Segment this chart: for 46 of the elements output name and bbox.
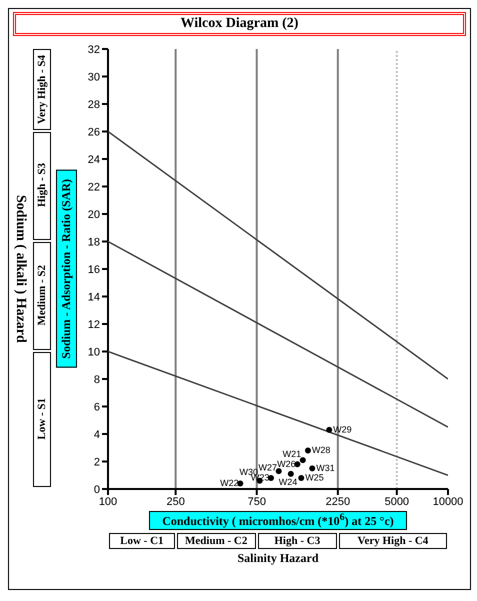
text: Sodium ( alkali ) Hazard	[12, 195, 28, 343]
chart-title: Wilcox Diagram (2)	[13, 12, 466, 36]
text: Very High - C4	[338, 533, 447, 549]
y-tick-label: 20	[88, 208, 100, 221]
y-tick-label: 0	[94, 484, 100, 496]
text: Very High - S4	[36, 54, 48, 124]
y-tick-label: 10	[88, 346, 100, 358]
series-label: W30	[239, 466, 258, 477]
x-axis-title: Conductivity ( micromhos/cm (*10$^{6}$) at 25 °c)	[149, 511, 407, 530]
y-axis-title: Sodium - Adsorption - Ratio (SAR)	[56, 170, 76, 368]
x-tick-label: 750	[248, 496, 266, 508]
series-label: W29	[333, 424, 352, 434]
text: High - S3	[36, 163, 48, 208]
y-tick-label: 28	[88, 98, 100, 111]
y-tick-label: 30	[88, 71, 100, 84]
series-label: W24	[278, 476, 298, 487]
text: Low - S1	[36, 398, 48, 440]
text: High - C3	[258, 533, 337, 549]
x-tick-label: 2250	[326, 496, 350, 508]
y-tick-label: 26	[88, 126, 100, 138]
series-label: W21	[282, 449, 302, 460]
y-tick-label: 12	[88, 318, 100, 331]
y-tick-label: 6	[94, 401, 100, 414]
y-tick-label: 18	[88, 236, 100, 248]
y-tick-label: 4	[94, 428, 100, 441]
series-label: W31	[316, 462, 335, 473]
x-tick-label: 10000	[432, 496, 464, 508]
y-tick-label: 16	[88, 264, 100, 276]
text: Low - C1	[109, 533, 175, 549]
text: Medium - S2	[36, 265, 48, 326]
y-tick-label: 22	[88, 181, 100, 194]
series-label: W28	[312, 445, 330, 455]
y-tick-label: 2	[94, 456, 100, 468]
y-tick-label: 14	[88, 291, 100, 304]
y-tick-label: 8	[94, 374, 100, 386]
text: Salinity Hazard	[236, 551, 320, 566]
series-label: W22	[220, 478, 239, 488]
series-label: W26	[277, 458, 296, 469]
x-tick-label: 250	[166, 496, 185, 508]
text: Medium - C2	[176, 533, 256, 549]
y-tick-label: 24	[88, 154, 100, 166]
x-tick-label: 100	[98, 496, 118, 508]
y-tick-label: 32	[88, 44, 100, 56]
series-label: W27	[258, 462, 278, 473]
x-tick-label: 5000	[384, 496, 410, 508]
series-label: W25	[305, 472, 324, 482]
